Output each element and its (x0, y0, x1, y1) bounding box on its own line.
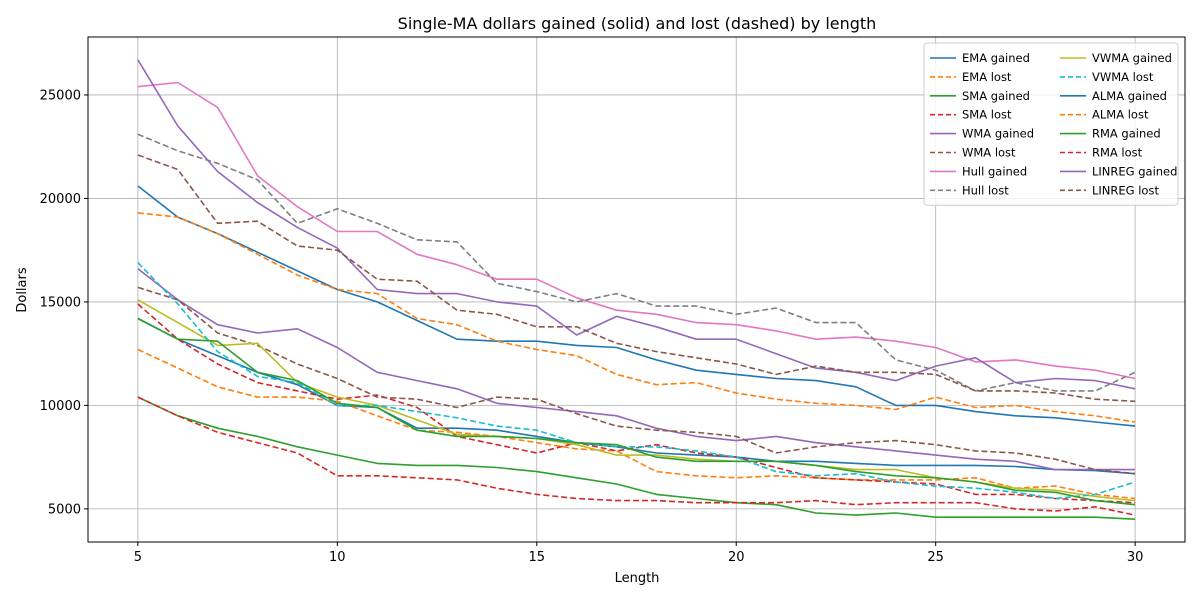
x-tick-label: 30 (1127, 550, 1144, 565)
y-tick-label: 20000 (40, 192, 81, 207)
legend-label: SMA lost (962, 108, 1012, 122)
x-tick-label: 25 (927, 550, 944, 565)
legend-label: ALMA gained (1092, 89, 1167, 103)
x-axis-ticks: 5 10 15 20 25 30 (134, 542, 1144, 565)
series-line-linreg-gained (137, 59, 1136, 390)
series-line-wma-gained (137, 268, 1136, 471)
legend: EMA gained EMA lost SMA gained SMA lost WMA … (923, 42, 1179, 206)
legend-label: VWMA gained (1092, 51, 1172, 65)
series-line-sma-lost (137, 303, 1136, 504)
series-line-rma-lost (137, 396, 1136, 516)
y-tick-label: 25000 (40, 88, 81, 103)
legend-label: RMA gained (1092, 127, 1161, 141)
series-line-ema-gained (137, 317, 1136, 475)
x-tick-label: 20 (728, 550, 745, 565)
series-line-alma-lost (137, 212, 1136, 423)
legend-label: RMA lost (1092, 146, 1143, 160)
legend-label: EMA lost (962, 70, 1012, 84)
y-axis-label: Dollars (15, 267, 30, 312)
legend-label: VWMA lost (1092, 70, 1154, 84)
series-line-rma-gained (137, 317, 1136, 506)
y-tick-label: 5000 (48, 502, 81, 517)
legend-box (923, 42, 1179, 206)
series-line-vwma-lost (137, 262, 1136, 500)
legend-label: ALMA lost (1092, 108, 1149, 122)
y-tick-label: 10000 (40, 399, 81, 414)
chart-title: Single-MA dollars gained (solid) and los… (398, 14, 877, 33)
series-line-linreg-lost (137, 154, 1136, 403)
series-lines (137, 59, 1136, 520)
y-tick-label: 15000 (40, 295, 81, 310)
series-line-ema-lost (137, 348, 1136, 500)
x-axis-label: Length (615, 571, 660, 586)
legend-label: SMA gained (962, 89, 1030, 103)
legend-label: LINREG gained (1092, 164, 1177, 178)
x-tick-label: 10 (329, 550, 346, 565)
x-tick-label: 15 (528, 550, 545, 565)
series-line-hull-lost (137, 133, 1136, 392)
series-line-sma-gained (137, 396, 1136, 520)
legend-label: WMA gained (962, 127, 1034, 141)
legend-label: EMA gained (962, 51, 1030, 65)
series-line-alma-gained (137, 185, 1136, 427)
legend-label: Hull lost (962, 183, 1009, 197)
x-tick-label: 5 (134, 550, 142, 565)
plot-frame (87, 36, 1186, 543)
legend-label: LINREG lost (1092, 183, 1159, 197)
y-axis-ticks: 5000 10000 15000 20000 25000 (40, 88, 88, 517)
series-line-wma-lost (137, 286, 1136, 475)
legend-label: Hull gained (962, 164, 1027, 178)
legend-label: WMA lost (962, 146, 1016, 160)
